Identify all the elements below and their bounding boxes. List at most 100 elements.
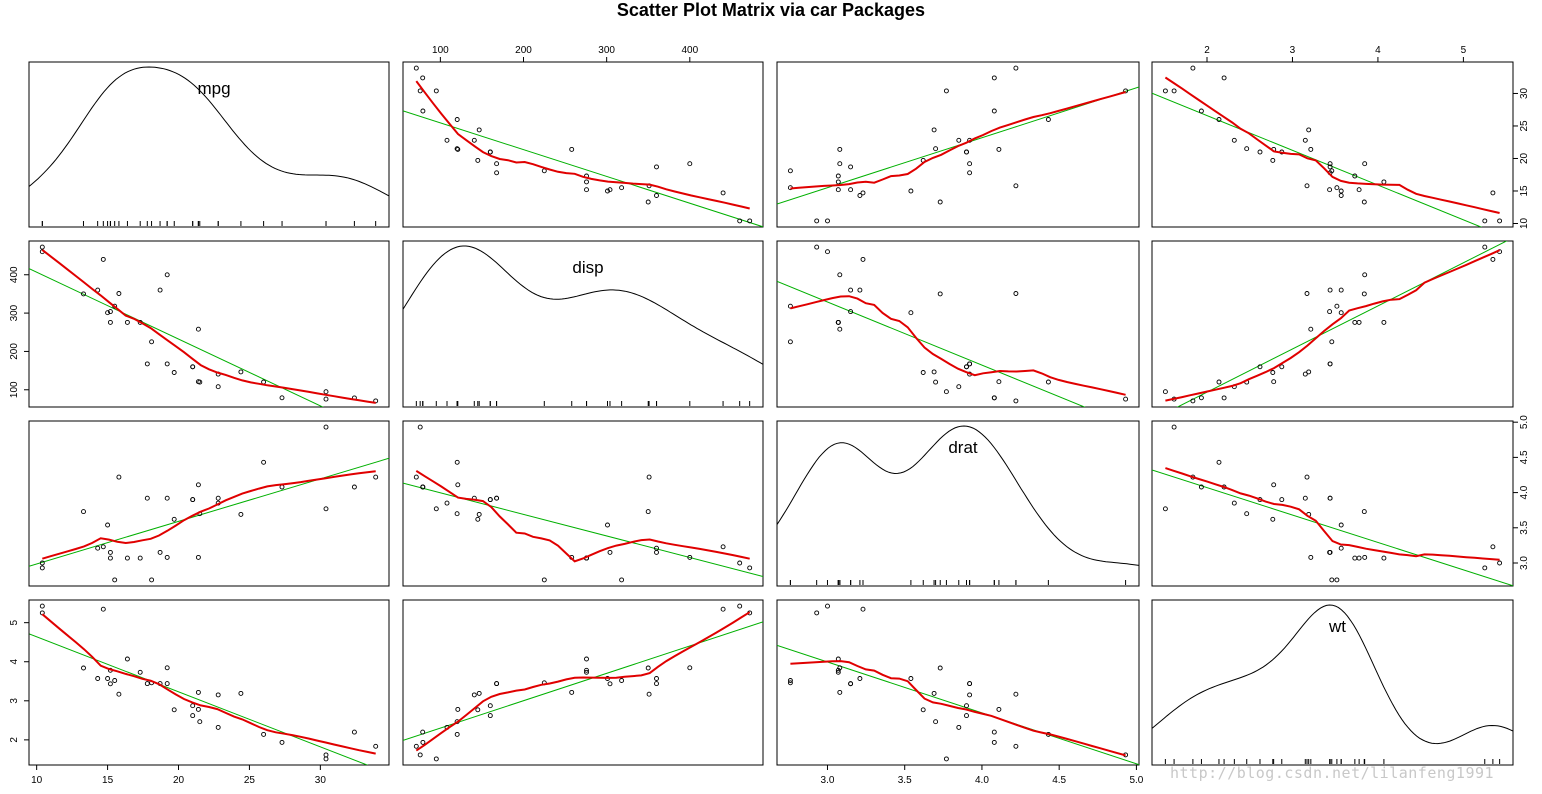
data-point [433, 88, 439, 94]
data-point [137, 669, 143, 675]
data-point [937, 291, 943, 297]
data-point [654, 164, 659, 170]
panel-frame [1151, 61, 1514, 228]
data-point [933, 719, 939, 725]
data-point [835, 667, 841, 673]
data-point [1482, 244, 1488, 250]
data-point [1361, 199, 1367, 205]
tick-label: 25 [244, 775, 256, 786]
panel-content [29, 603, 379, 765]
smooth-line [1164, 76, 1500, 214]
data-point [1302, 495, 1308, 501]
panel-frame [402, 61, 764, 228]
data-point [81, 291, 86, 297]
tick-label: 200 [9, 343, 20, 360]
data-point [1216, 379, 1222, 385]
panel-content [29, 244, 379, 407]
smooth-line [42, 470, 376, 560]
data-point [413, 65, 419, 71]
data-point [956, 137, 962, 143]
data-point [1190, 398, 1196, 404]
panel-frame [28, 61, 390, 228]
data-point [149, 577, 155, 583]
tick-label: 20 [173, 775, 185, 786]
data-point [787, 339, 793, 345]
data-point [476, 690, 482, 696]
panel-wt-vs-mpg [1151, 61, 1514, 228]
data-point [933, 379, 939, 385]
data-point [323, 506, 329, 512]
data-point [605, 188, 610, 194]
watermark-url: http://blog.csdn.net/lilanfeng1991 [1170, 764, 1495, 782]
data-point [837, 272, 843, 278]
data-point [584, 669, 589, 675]
data-point [1338, 188, 1344, 194]
data-point [100, 606, 106, 612]
data-point [1270, 370, 1276, 375]
data-point [737, 560, 743, 566]
data-point [1327, 361, 1333, 367]
smooth-line [415, 611, 751, 752]
data-point [455, 706, 461, 712]
data-point [1490, 256, 1496, 262]
data-point [351, 729, 357, 735]
data-point [105, 522, 111, 528]
data-point [967, 692, 973, 698]
panel-mpg-vs-wt [28, 599, 390, 766]
data-point [471, 692, 477, 698]
data-point [95, 676, 101, 681]
panel-content [777, 244, 1129, 407]
data-point [967, 681, 973, 687]
density-curve-mpg [29, 66, 389, 197]
data-point [687, 665, 693, 671]
data-point [1270, 516, 1276, 522]
data-point [857, 193, 863, 198]
data-point [964, 703, 969, 709]
data-point [607, 187, 613, 193]
data-point [835, 173, 841, 179]
data-point [825, 218, 830, 224]
tick-label: 30 [315, 775, 327, 786]
data-point [860, 606, 866, 612]
data-point [857, 287, 863, 293]
data-point [164, 495, 170, 501]
data-point [1013, 743, 1019, 749]
variable-label-drat: drat [948, 438, 978, 457]
data-point [124, 555, 130, 561]
panel-mpg-vs-mpg: mpg [28, 61, 390, 228]
smooth-line [790, 295, 1126, 396]
panel-content [403, 65, 763, 227]
data-point [171, 370, 177, 375]
data-point [475, 516, 481, 522]
data-point [956, 384, 962, 390]
panel-frame [28, 240, 390, 408]
data-point [1190, 65, 1196, 71]
data-point [747, 218, 753, 224]
data-point [814, 610, 820, 616]
data-point [413, 743, 419, 749]
data-point [787, 678, 793, 683]
data-point [373, 743, 379, 749]
data-point [1361, 291, 1367, 297]
data-point [1482, 218, 1488, 224]
data-point [1356, 187, 1362, 193]
smooth-line [790, 91, 1126, 190]
data-point [848, 187, 854, 193]
data-point [825, 249, 830, 255]
variable-label-disp: disp [572, 258, 603, 277]
regression-line [403, 621, 763, 741]
data-point [323, 389, 329, 395]
regression-line [29, 633, 369, 765]
data-point [100, 256, 106, 262]
panel-frame [776, 240, 1140, 408]
data-point [164, 361, 170, 367]
data-point [454, 731, 460, 737]
data-point [964, 149, 969, 155]
data-point [1352, 319, 1358, 325]
data-point [454, 511, 460, 517]
data-point [1338, 310, 1344, 316]
data-point [1216, 459, 1222, 465]
data-point [279, 739, 285, 745]
panel-content [777, 603, 1139, 765]
panel-mpg-vs-disp [28, 240, 390, 408]
